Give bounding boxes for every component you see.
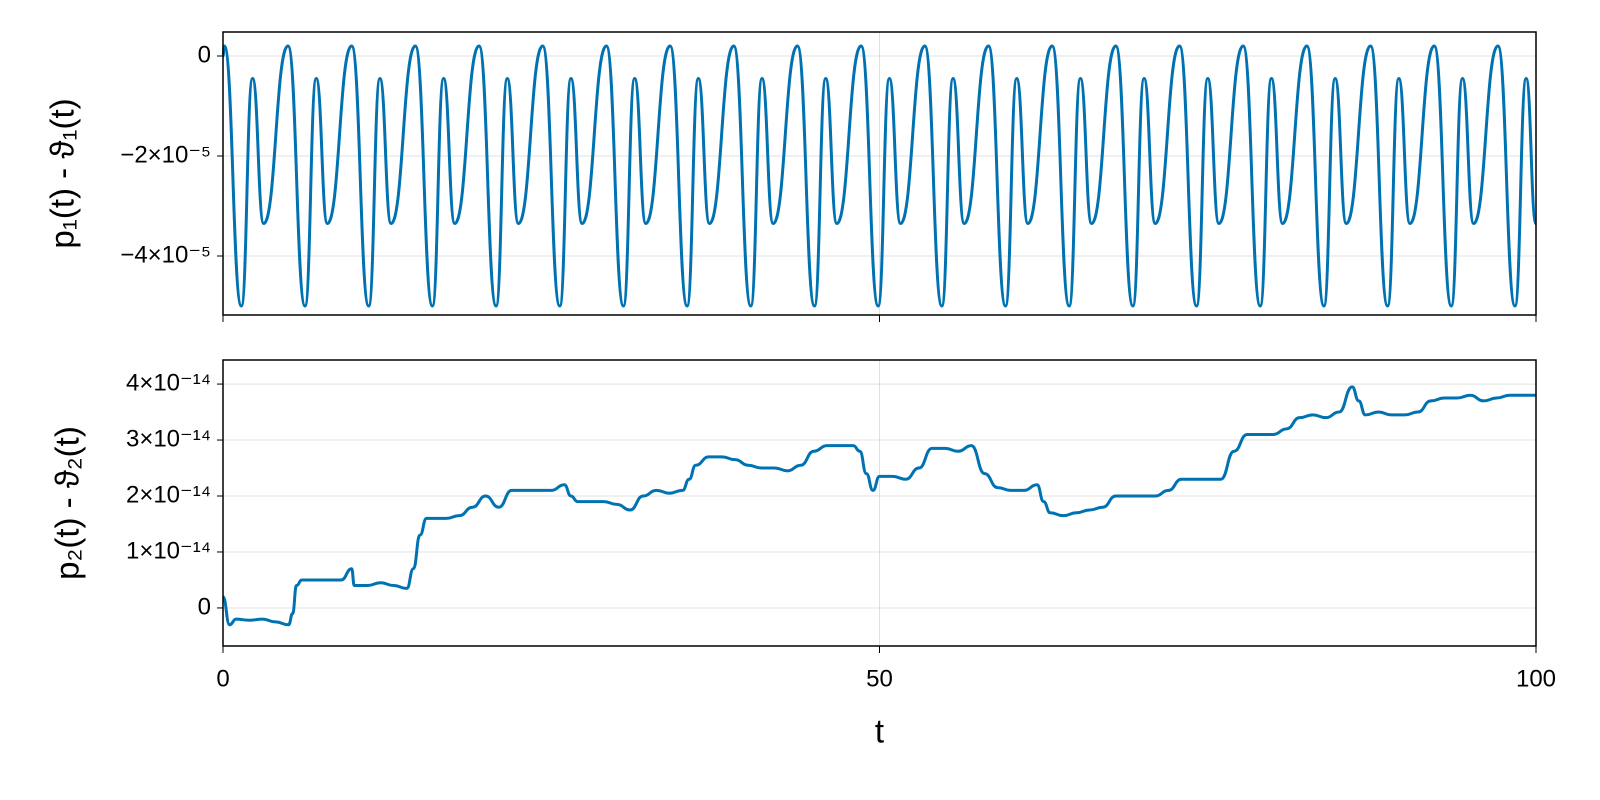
y-axis-label: p₂(t) - ϑ₂(t) (49, 426, 86, 580)
x-axis-label: t (875, 713, 884, 750)
x-tick-label: 0 (216, 665, 229, 692)
y-tick-label: 0 (198, 41, 211, 68)
data-line (221, 44, 1538, 308)
y-tick-label: −2×10⁻⁵ (120, 141, 211, 168)
y-tick-label: 1×10⁻¹⁴ (126, 537, 211, 564)
y-tick-label: −4×10⁻⁵ (120, 241, 211, 268)
y-axis-label: p₁(t) - ϑ₁(t) (44, 98, 81, 248)
y-tick-label: 2×10⁻¹⁴ (126, 481, 211, 508)
y-tick-label: 4×10⁻¹⁴ (126, 369, 211, 396)
x-tick-label: 50 (866, 665, 893, 692)
plot-frame (222, 359, 1537, 647)
y-tick-label: 3×10⁻¹⁴ (126, 425, 211, 452)
data-line (221, 385, 1536, 627)
x-tick-label: 100 (1516, 665, 1556, 692)
y-tick-label: 0 (198, 593, 211, 620)
plot-frame (222, 31, 1537, 316)
